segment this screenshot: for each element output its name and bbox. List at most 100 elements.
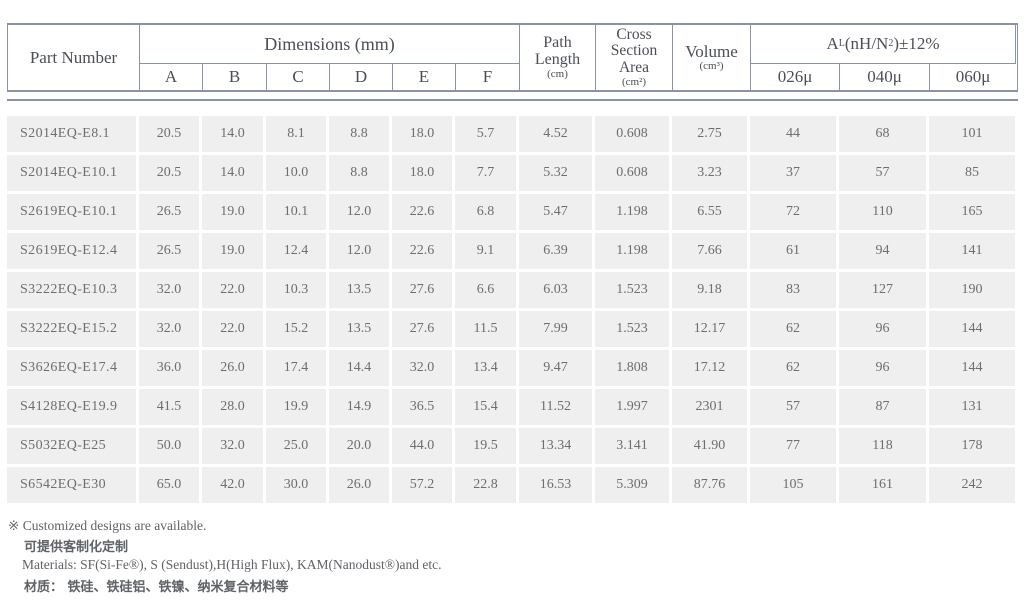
value-cell: 6.03 (519, 272, 595, 308)
value-cell: 17.12 (672, 350, 750, 386)
part-number-cell: S2619EQ-E12.4 (7, 233, 139, 269)
value-cell: 27.6 (392, 272, 455, 308)
value-cell: 32.0 (392, 350, 455, 386)
value-cell: 1.523 (595, 272, 672, 308)
value-cell: 41.5 (139, 389, 202, 425)
value-cell: 94 (839, 233, 929, 269)
al-pre: A (826, 34, 839, 54)
value-cell: 10.3 (266, 272, 329, 308)
part-number-cell: S2014EQ-E10.1 (7, 155, 139, 191)
value-cell: 15.2 (266, 311, 329, 347)
value-cell: 144 (929, 350, 1015, 386)
col-header-040u: 040μ (840, 64, 930, 90)
reference-mark: ※ (8, 518, 20, 533)
value-cell: 20.5 (139, 155, 202, 191)
value-cell: 61 (750, 233, 839, 269)
value-cell: 178 (929, 428, 1015, 464)
footnote-customized-en: Customized designs are available. (22, 518, 207, 533)
value-cell: 27.6 (392, 311, 455, 347)
value-cell: 26.0 (329, 467, 392, 503)
value-cell: 101 (929, 116, 1015, 152)
value-cell: 83 (750, 272, 839, 308)
value-cell: 28.0 (202, 389, 266, 425)
value-cell: 13.5 (329, 311, 392, 347)
header-divider-rule (7, 99, 1018, 101)
value-cell: 3.23 (672, 155, 750, 191)
value-cell: 62 (750, 311, 839, 347)
value-cell: 65.0 (139, 467, 202, 503)
value-cell: 5.47 (519, 194, 595, 230)
value-cell: 19.5 (455, 428, 519, 464)
value-cell: 32.0 (139, 272, 202, 308)
footnote-materials-cn: 材质： 铁硅、铁硅铝、铁镍、纳米复合材料等 (24, 580, 289, 595)
value-cell: 8.8 (329, 116, 392, 152)
value-cell: 2.75 (672, 116, 750, 152)
value-cell: 13.34 (519, 428, 595, 464)
value-cell: 7.7 (455, 155, 519, 191)
value-cell: 11.52 (519, 389, 595, 425)
col-header-dimensions: Dimensions (mm) (140, 25, 520, 64)
value-cell: 7.66 (672, 233, 750, 269)
value-cell: 26.0 (202, 350, 266, 386)
value-cell: 10.0 (266, 155, 329, 191)
value-cell: 85 (929, 155, 1015, 191)
footnote-customized-cn: 可提供客制化定制 (24, 540, 129, 555)
value-cell: 118 (839, 428, 929, 464)
part-number-cell: S6542EQ-E30 (7, 467, 139, 503)
value-cell: 3.141 (595, 428, 672, 464)
col-header-path-length: Path Length (cm) (520, 25, 596, 90)
value-cell: 12.17 (672, 311, 750, 347)
value-cell: 77 (750, 428, 839, 464)
value-cell: 165 (929, 194, 1015, 230)
value-cell: 8.8 (329, 155, 392, 191)
value-cell: 10.1 (266, 194, 329, 230)
value-cell: 190 (929, 272, 1015, 308)
value-cell: 14.4 (329, 350, 392, 386)
col-header-cross-section: Cross Section Area (cm²) (596, 25, 673, 90)
col-header-dim-e: E (393, 64, 456, 90)
part-number-cell: S4128EQ-E19.9 (7, 389, 139, 425)
value-cell: 14.0 (202, 155, 266, 191)
path-length-title: Path Length (534, 33, 581, 68)
value-cell: 14.9 (329, 389, 392, 425)
value-cell: 72 (750, 194, 839, 230)
value-cell: 6.6 (455, 272, 519, 308)
value-cell: 30.0 (266, 467, 329, 503)
volume-unit: (cm³) (699, 60, 724, 73)
value-cell: 19.0 (202, 233, 266, 269)
value-cell: 105 (750, 467, 839, 503)
value-cell: 22.6 (392, 233, 455, 269)
cross-section-unit: (cm²) (621, 75, 647, 88)
value-cell: 12.4 (266, 233, 329, 269)
table-body: S2014EQ-E8.1 20.5 14.0 8.1 8.8 18.0 5.7 4.52 0.6… (7, 116, 1018, 503)
value-cell: 87 (839, 389, 929, 425)
value-cell: 110 (839, 194, 929, 230)
value-cell: 127 (839, 272, 929, 308)
part-number-cell: S2619EQ-E10.1 (7, 194, 139, 230)
value-cell: 17.4 (266, 350, 329, 386)
value-cell: 96 (839, 350, 929, 386)
spec-table: Part Number Dimensions (mm) A B C D E F … (7, 23, 1018, 503)
value-cell: 7.99 (519, 311, 595, 347)
footnote-materials-en: Materials: SF(Si-Fe®), S (Sendust),H(Hig… (22, 557, 442, 572)
value-cell: 5.32 (519, 155, 595, 191)
value-cell: 32.0 (139, 311, 202, 347)
value-cell: 13.4 (455, 350, 519, 386)
value-cell: 96 (839, 311, 929, 347)
value-cell: 0.608 (595, 116, 672, 152)
col-header-060u: 060μ (955, 67, 991, 87)
cross-section-title: Cross Section Area (610, 26, 658, 76)
value-cell: 12.0 (329, 194, 392, 230)
value-cell: 25.0 (266, 428, 329, 464)
value-cell: 20.5 (139, 116, 202, 152)
value-cell: 36.5 (392, 389, 455, 425)
value-cell: 22.8 (455, 467, 519, 503)
value-cell: 1.198 (595, 233, 672, 269)
col-header-dim-f: F (456, 64, 520, 90)
part-number-cell: S3222EQ-E10.3 (7, 272, 139, 308)
value-cell: 19.0 (202, 194, 266, 230)
value-cell: 68 (839, 116, 929, 152)
value-cell: 1.997 (595, 389, 672, 425)
value-cell: 37 (750, 155, 839, 191)
al-superscript: 2 (888, 37, 894, 49)
